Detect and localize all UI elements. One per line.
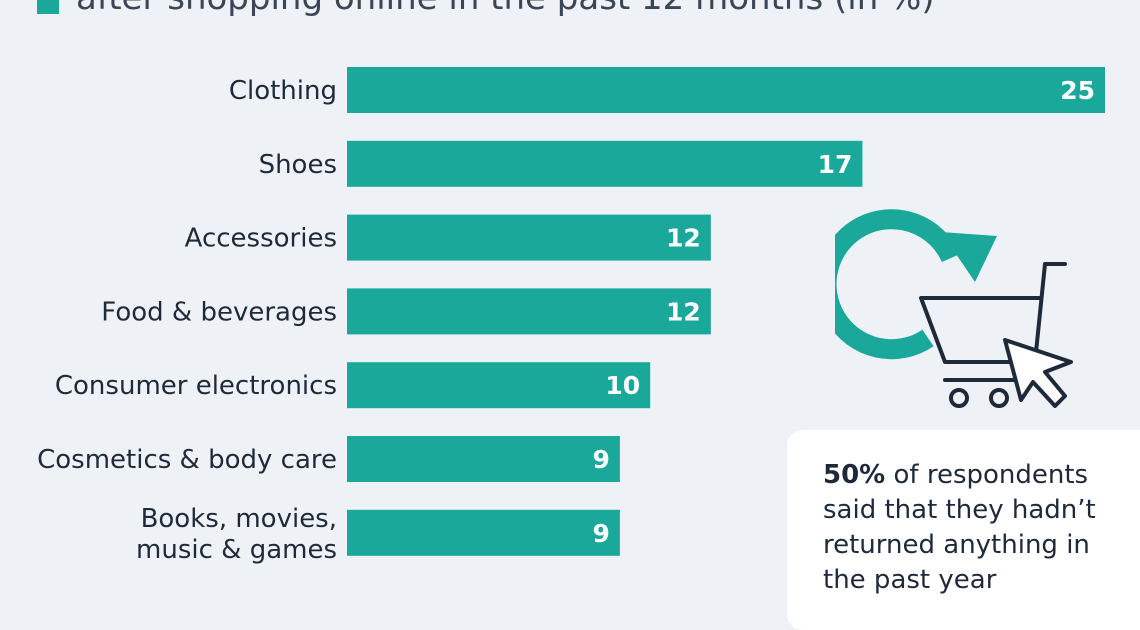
callout-text: 50% of respondents said that they hadn’t… [823,458,1123,598]
bar-value-label: 9 [592,519,609,548]
bar [347,214,711,261]
bar-value-label: 17 [818,150,853,179]
category-label: Food & beverages [101,297,337,327]
callout-highlight: 50% [823,460,886,490]
category-label: Clothing [229,76,337,106]
bar [347,436,620,482]
legend-label: after shopping online in the past 12 mon… [76,0,935,18]
callout-box: 50% of respondents said that they hadn’t… [787,430,1140,630]
legend-swatch [37,0,59,14]
category-label: Accessories [185,224,337,254]
cursor-icon [1003,338,1073,408]
bar [347,67,1105,113]
bar [347,362,651,409]
category-label: Books, movies, music & games [136,504,337,565]
bar-value-label: 12 [666,297,701,326]
bar [347,288,711,335]
bar [347,140,863,187]
return-arrow-icon [816,209,997,360]
return-illustration [816,200,1095,424]
bar-value-label: 25 [1060,76,1095,105]
bar-value-label: 10 [605,371,640,400]
bar-value-label: 9 [592,445,609,474]
category-label: Cosmetics & body care [37,445,337,475]
bar-value-label: 12 [666,224,701,253]
category-label: Shoes [259,150,337,180]
category-label: Consumer electronics [55,371,337,401]
bar [347,509,620,556]
bar-chart: 25 Clothing 17 Shoes 12 Accessories 12 Food & b… [37,67,1105,565]
